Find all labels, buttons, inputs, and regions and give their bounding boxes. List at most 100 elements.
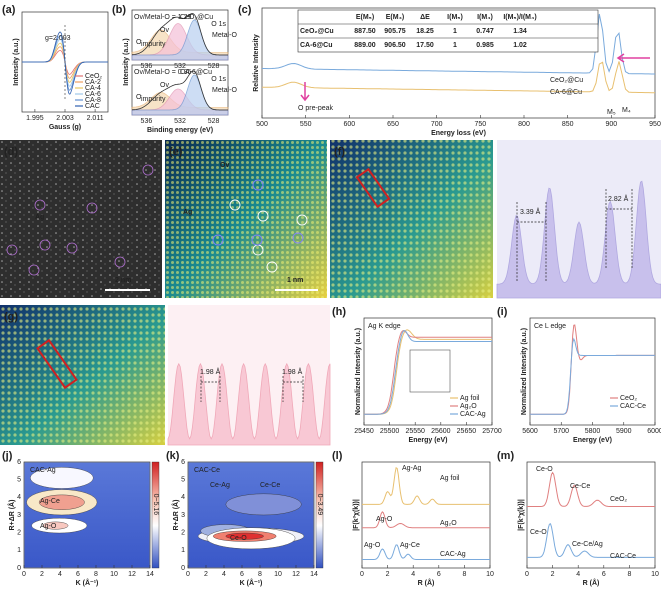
wavelet-map <box>188 462 314 568</box>
arrow <box>300 82 310 102</box>
annotation: Ag-Ce <box>400 542 420 549</box>
x-tick-label: 10 <box>651 571 659 578</box>
x-tick-label: 650 <box>387 121 399 128</box>
legend-label: CA-8 <box>85 97 101 104</box>
legend-label: CA-6 <box>85 91 101 98</box>
x-tick-label: 12 <box>128 571 136 578</box>
table-header: E(M₅) <box>356 14 374 21</box>
table-header: ΔE <box>420 14 430 21</box>
x-tick-label: 532 <box>174 63 186 70</box>
y-axis-title: R+ΔR (Å) <box>171 500 180 531</box>
roi-box <box>355 167 391 209</box>
legend-label: CeO₂ <box>620 395 637 402</box>
legend-label: CA-4 <box>85 85 101 92</box>
annotation: Ag foil <box>440 475 460 482</box>
annotation: Ag-O <box>376 516 393 523</box>
annotation: 2 nm <box>115 277 131 284</box>
x-tick-label: 550 <box>300 121 312 128</box>
x-tick-label: 2 <box>386 571 390 578</box>
x-tick-label: 500 <box>256 121 268 128</box>
x-tick-label: 0 <box>360 571 364 578</box>
annotation: Metal-O <box>212 87 237 94</box>
distance-marker <box>605 189 633 269</box>
x-axis-title: Binding energy (eV) <box>147 127 213 134</box>
annotation: O <box>136 39 142 46</box>
x-axis-title: Energy loss (eV) <box>431 130 486 137</box>
distance-marker <box>282 376 304 402</box>
x-tick-label: 25500 <box>380 428 400 435</box>
x-tick-label: 4 <box>58 571 62 578</box>
panel-label: (i) <box>497 306 508 318</box>
x-tick-label: 14 <box>310 571 318 578</box>
curve <box>132 70 228 111</box>
legend-label: Ag foil <box>460 395 480 402</box>
panel-label: (g) <box>4 311 18 323</box>
colorbar-label: 0~5.16 <box>152 494 159 516</box>
legend-label: CAC <box>85 103 100 110</box>
y-tick-label: 1 <box>181 547 185 554</box>
colorbar-label: 0~3.49 <box>316 494 323 516</box>
wavelet-blob <box>225 532 264 540</box>
roi-box <box>36 338 78 390</box>
table-cell: 1 <box>453 28 457 35</box>
wavelet-blob <box>30 467 94 489</box>
annotation: 1 nm <box>287 277 303 284</box>
table-header: I(M₅) <box>447 14 463 21</box>
curve <box>262 61 655 94</box>
x-tick-label: 850 <box>562 121 574 128</box>
curve <box>262 13 655 75</box>
axes-frame <box>361 461 491 569</box>
distance-marker <box>516 202 547 282</box>
annotation: CA-6@Cu <box>550 89 582 96</box>
curve <box>496 180 661 299</box>
table-header: I(M₄) <box>477 14 493 21</box>
table-cell: 905.75 <box>384 28 406 35</box>
y-tick-label: 2 <box>17 530 21 537</box>
curve <box>362 467 490 505</box>
y-tick-label: 4 <box>17 494 21 501</box>
table-cell: 887.50 <box>354 28 376 35</box>
annotation: Ce-Ce <box>260 482 280 489</box>
annotation: g=2.003 <box>45 35 71 42</box>
x-tick-label: 6 <box>240 571 244 578</box>
x-tick-label: 5700 <box>553 428 569 435</box>
y-axis-title: Intensity (a.u.) <box>13 38 20 85</box>
x-tick-label: 12 <box>292 571 300 578</box>
axes-frame <box>23 461 151 569</box>
x-tick-label: 900 <box>605 121 617 128</box>
x-tick-label: 6 <box>76 571 80 578</box>
x-tick-label: 2 <box>40 571 44 578</box>
x-tick-label: 700 <box>431 121 443 128</box>
annotation: M₅ <box>607 109 616 116</box>
y-tick-label: 6 <box>181 459 185 466</box>
annotation: CA-6@Cu <box>180 69 212 76</box>
annotation: Ov/Metal-O = 0.85 <box>134 69 191 76</box>
x-tick-label: 8 <box>94 571 98 578</box>
x-tick-label: 750 <box>474 121 486 128</box>
curve <box>364 330 492 415</box>
x-tick-label: 800 <box>518 121 530 128</box>
x-tick-label: 25700 <box>482 428 502 435</box>
legend-label: CAC-Ce <box>620 403 646 410</box>
annotation: Metal-O <box>212 32 237 39</box>
annotation: Ag K edge <box>368 323 401 330</box>
x-tick-label: 25450 <box>354 428 374 435</box>
table-cell: 0.985 <box>476 42 494 49</box>
panel-label: (m) <box>497 450 514 462</box>
annotation: CAC-Ce <box>610 553 636 560</box>
x-tick-label: 10 <box>110 571 118 578</box>
table-cell: 17.50 <box>416 42 434 49</box>
annotation: Ov/Metal-O = 1.29 <box>134 14 191 21</box>
x-axis-title: Energy (eV) <box>409 437 448 444</box>
x-tick-label: 2 <box>204 571 208 578</box>
annotation: Ce L edge <box>534 323 566 330</box>
axes-frame <box>526 461 656 569</box>
x-tick-label: 528 <box>208 63 220 70</box>
annotation: CAC-Ce <box>194 467 220 474</box>
x-axis-title: K (Å⁻¹) <box>76 578 99 587</box>
x-tick-label: 4 <box>222 571 226 578</box>
annotation: 3.39 Å <box>520 207 541 216</box>
colorbar <box>151 461 160 569</box>
y-tick-label: 3 <box>17 512 21 519</box>
x-tick-label: 8 <box>258 571 262 578</box>
